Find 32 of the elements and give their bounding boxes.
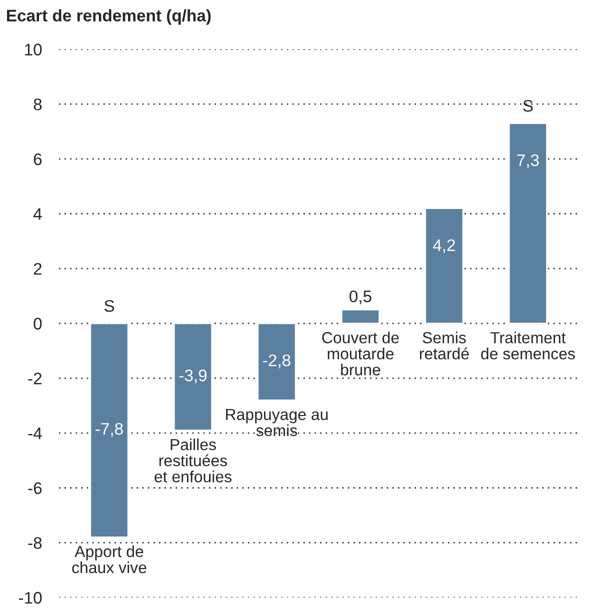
x-tick-label: Rappuyage au semis: [226, 408, 328, 436]
y-tick-label: 4: [33, 208, 42, 220]
x-tick-label: Couvert de moutarde brune: [322, 332, 399, 376]
y-tick-label: -6: [28, 482, 42, 494]
annotation: S: [104, 300, 114, 312]
y-tick-label: 8: [34, 98, 42, 110]
data-label: 0,5: [350, 290, 372, 304]
data-label: 7,3: [517, 154, 539, 168]
x-tick-label: Pailles restituées et enfouies: [154, 438, 232, 482]
data-label: -2,8: [263, 354, 290, 368]
y-tick-label: 10: [25, 44, 42, 56]
bar: [257, 322, 296, 401]
bar: [173, 322, 213, 431]
bar: [90, 322, 129, 538]
bar: [340, 309, 380, 324]
chart-title: Ecart de rendement (q/ha): [7, 9, 211, 25]
x-tick-label: Semis retardé: [420, 332, 469, 360]
bar: [508, 122, 548, 324]
bar: [424, 208, 464, 324]
annotation: S: [523, 100, 533, 112]
y-tick-label: -4: [28, 428, 42, 440]
data-label: -3,9: [179, 370, 207, 384]
y-tick-label: -10: [18, 592, 42, 604]
y-tick-label: -8: [28, 537, 42, 549]
x-tick-label: Apport de chaux vive: [72, 545, 146, 574]
y-tick-label: 6: [34, 153, 42, 166]
y-tick-label: -2: [28, 372, 42, 384]
data-label: -7,8: [96, 422, 123, 437]
data-label: 4,2: [433, 239, 455, 254]
y-tick-label: 0: [34, 318, 42, 330]
y-tick-label: 2: [34, 262, 42, 275]
x-tick-label: Traitement de semences: [481, 332, 575, 360]
